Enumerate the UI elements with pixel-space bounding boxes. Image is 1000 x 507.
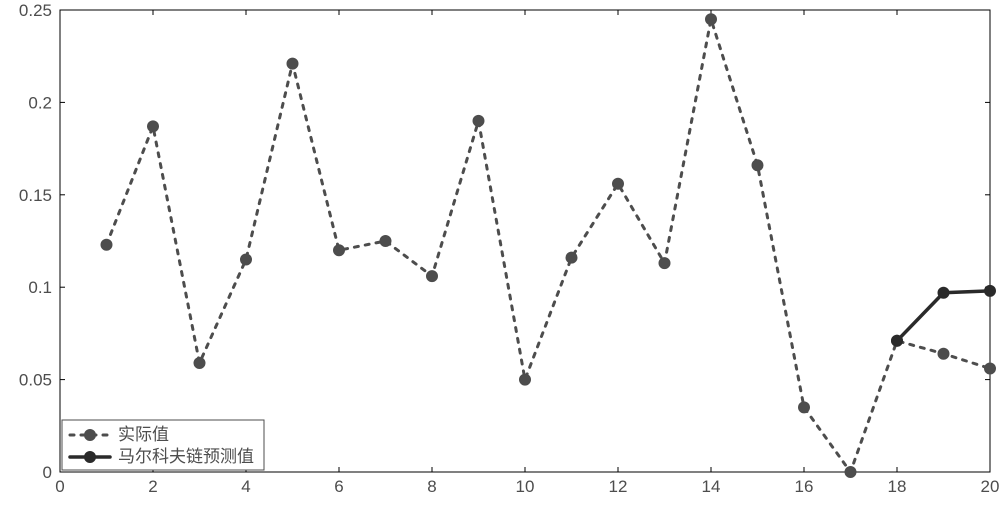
series-marker-actual [334, 245, 345, 256]
series-marker-actual [380, 236, 391, 247]
legend-label-markov: 马尔科夫链预测值 [118, 447, 254, 466]
series-marker-actual [101, 239, 112, 250]
series-marker-actual [938, 348, 949, 359]
legend-label-actual: 实际值 [118, 425, 169, 444]
chart-svg: 0 2 4 6 8 10 12 14 16 18 20 0 0.05 0.1 0.15 0.2 0.25 实际值马… [0, 0, 1000, 507]
x-tick-label: 0 [55, 477, 64, 496]
series-line-actual [107, 19, 991, 472]
y-tick-label: 0.2 [28, 93, 52, 112]
chart: 0 2 4 6 8 10 12 14 16 18 20 0 0.05 0.1 0.15 0.2 0.25 实际值马… [0, 0, 1000, 507]
series-marker-actual [706, 14, 717, 25]
series-marker-markov [985, 285, 996, 296]
y-tick-label: 0.1 [28, 278, 52, 297]
series-marker-actual [752, 160, 763, 171]
series-marker-actual [148, 121, 159, 132]
x-tick-label: 4 [241, 477, 250, 496]
series-marker-actual [194, 357, 205, 368]
series-marker-markov [892, 335, 903, 346]
series-marker-actual [241, 254, 252, 265]
series-marker-actual [473, 115, 484, 126]
x-tick-label: 2 [148, 477, 157, 496]
series-marker-actual [287, 58, 298, 69]
series-marker-markov [938, 287, 949, 298]
x-tick-label: 10 [516, 477, 535, 496]
legend-marker-markov [85, 452, 96, 463]
series-marker-actual [799, 402, 810, 413]
axes-box [60, 10, 990, 472]
x-tick-label: 16 [795, 477, 814, 496]
x-tick-label: 8 [427, 477, 436, 496]
series-marker-actual [985, 363, 996, 374]
x-tick-label: 20 [981, 477, 1000, 496]
series-marker-actual [427, 271, 438, 282]
series-marker-actual [520, 374, 531, 385]
x-tick-label: 6 [334, 477, 343, 496]
series-marker-actual [566, 252, 577, 263]
y-tick-label: 0.15 [19, 186, 52, 205]
series-marker-actual [613, 178, 624, 189]
y-tick-label: 0 [43, 463, 52, 482]
x-tick-label: 12 [609, 477, 628, 496]
legend-marker-actual [85, 430, 96, 441]
x-tick-label: 18 [888, 477, 907, 496]
x-tick-label: 14 [702, 477, 721, 496]
y-tick-label: 0.25 [19, 1, 52, 20]
series-marker-actual [845, 467, 856, 478]
series-marker-actual [659, 258, 670, 269]
y-tick-label: 0.05 [19, 371, 52, 390]
